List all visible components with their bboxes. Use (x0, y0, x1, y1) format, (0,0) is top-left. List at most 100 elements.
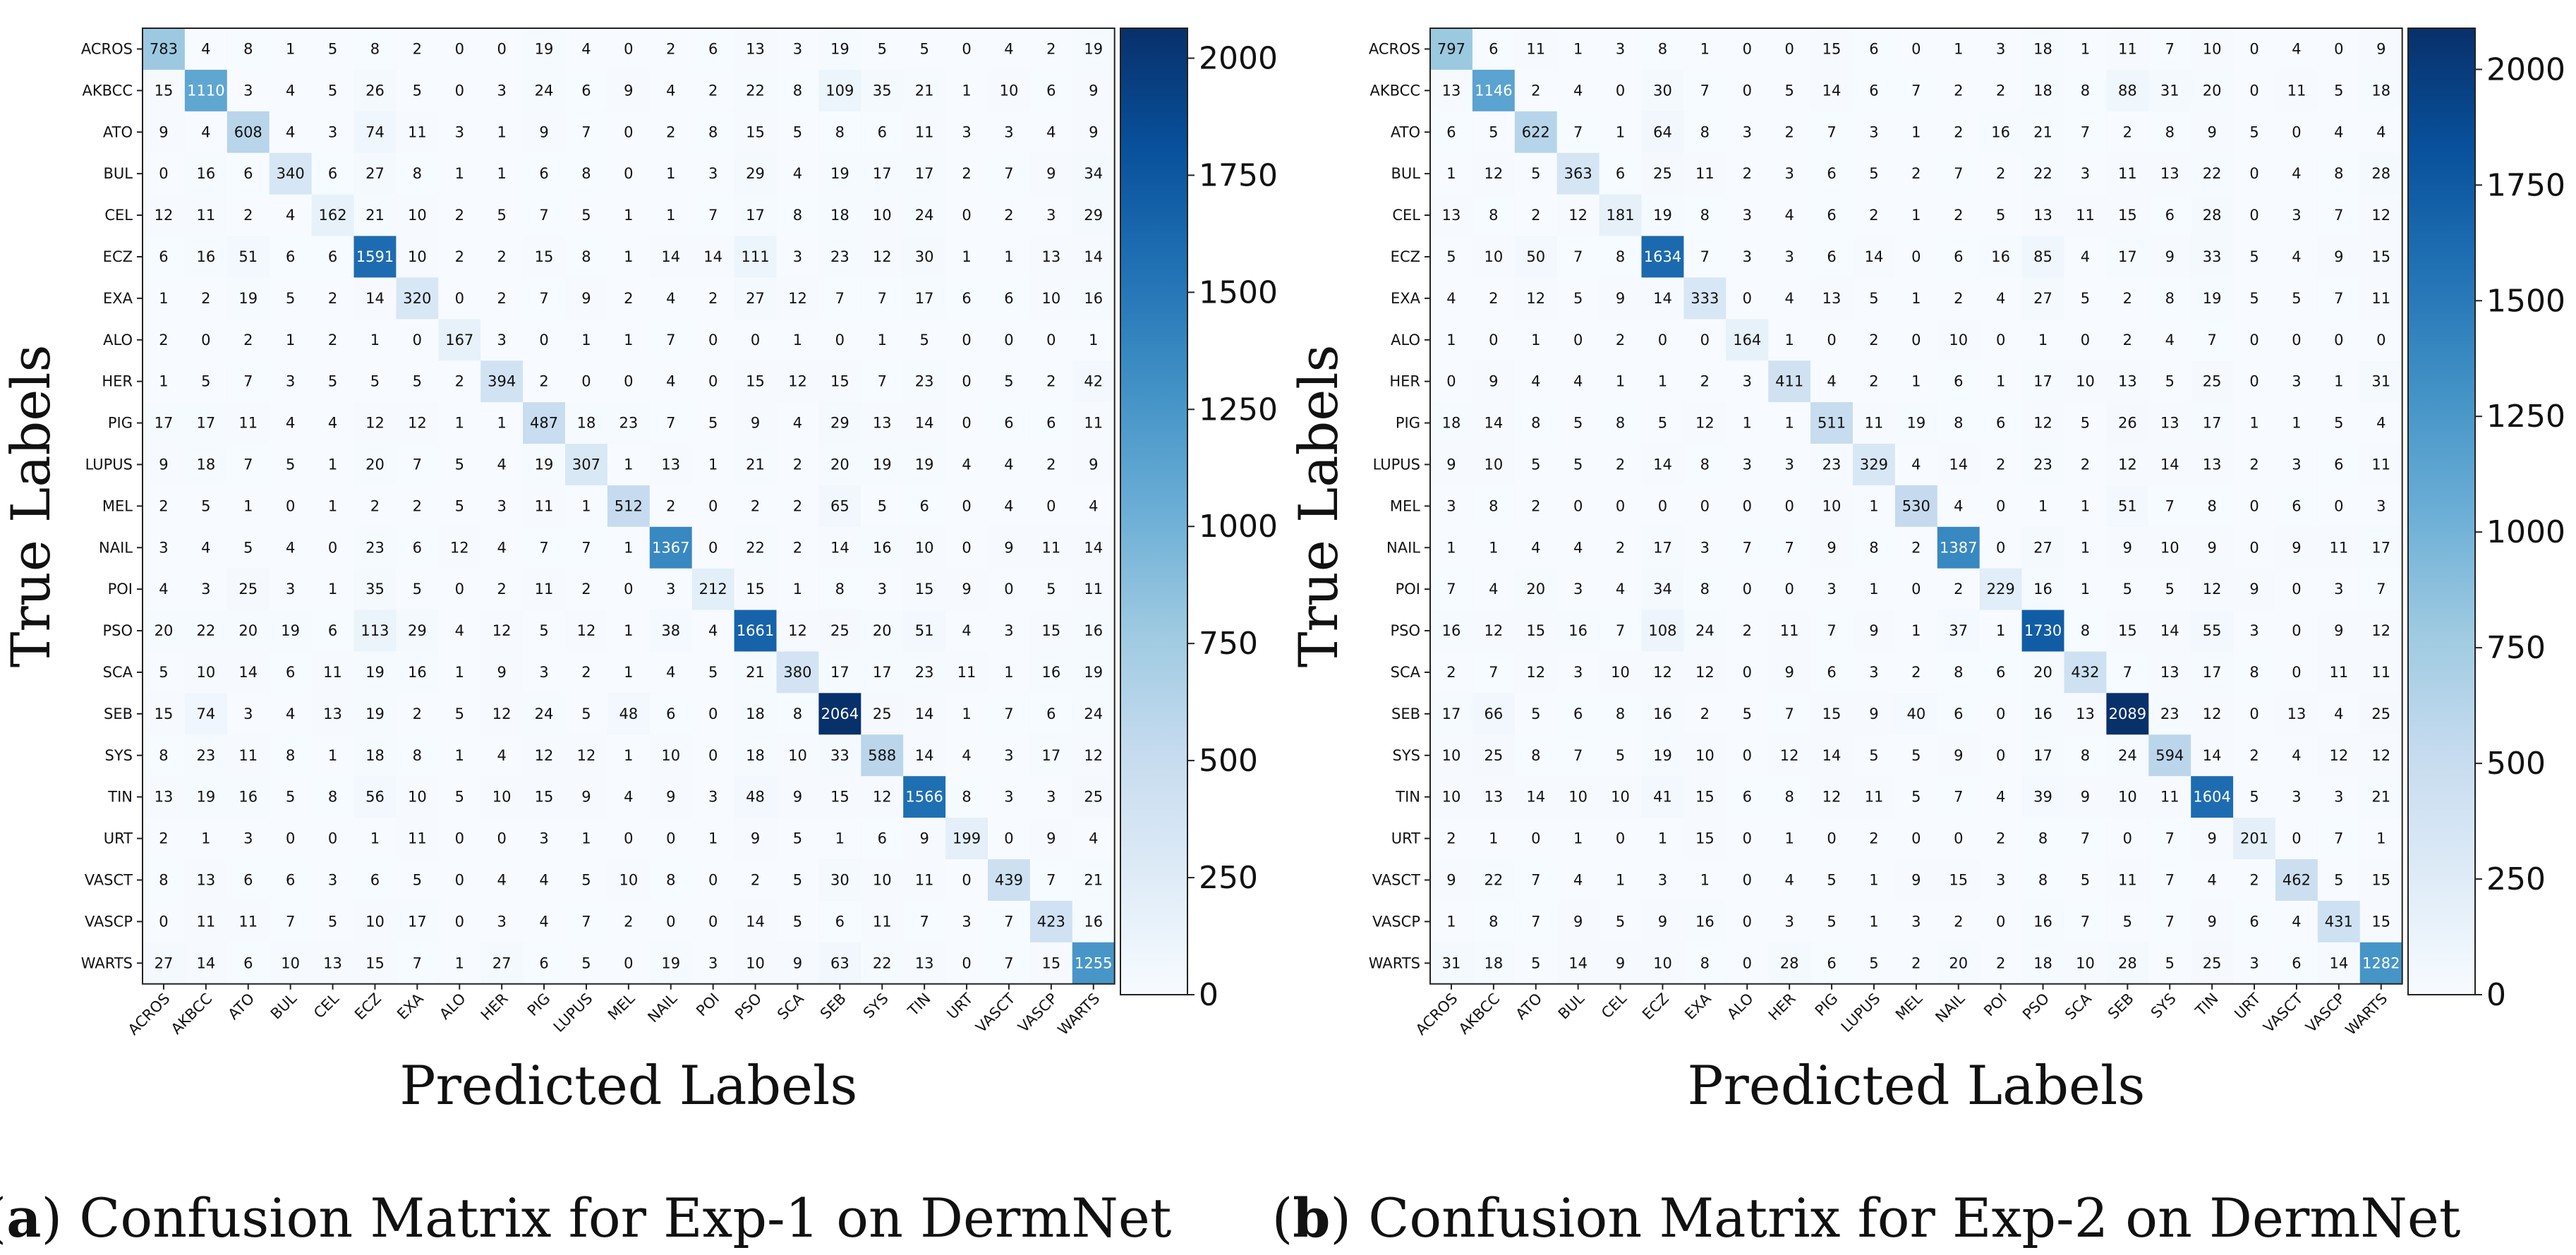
heatmap-cell (1029, 485, 1073, 528)
cell-value-label: 5 (1616, 747, 1625, 764)
heatmap-cell (1894, 236, 1938, 278)
heatmap-cell (1599, 111, 1643, 154)
heatmap-cell (565, 693, 608, 735)
cell-value-label: 25 (873, 705, 892, 722)
cell-value-label: 1 (328, 497, 337, 514)
cell-value-label: 0 (2376, 332, 2385, 348)
cell-value-label: 13 (1442, 207, 1461, 224)
cell-value-label: 8 (1700, 581, 1710, 598)
heatmap-cell (1599, 194, 1643, 237)
heatmap-cell (438, 152, 481, 195)
heatmap-cell (2106, 526, 2149, 569)
heatmap-cell (776, 610, 819, 653)
cell-value-label: 27 (365, 165, 385, 182)
heatmap-cell (1599, 319, 1643, 361)
cell-value-label: 3 (2292, 456, 2301, 473)
cell-value-label: 7 (1573, 248, 1583, 265)
cell-value-label: 4 (1784, 290, 1794, 307)
cell-value-label: 8 (962, 789, 971, 806)
heatmap-cell (1599, 900, 1643, 943)
cell-value-label: 329 (1860, 456, 1888, 473)
cell-value-label: 6 (1573, 705, 1583, 722)
cell-value-label: 0 (159, 913, 168, 930)
cell-value-label: 10 (1484, 248, 1503, 265)
heatmap-cell (565, 28, 608, 71)
cell-value-label: 63 (830, 954, 849, 971)
cell-value-label: 6 (370, 871, 380, 888)
cell-value-label: 12 (365, 415, 385, 432)
heatmap-cell (143, 69, 186, 112)
cell-value-label: 2 (413, 497, 422, 514)
heatmap-cell (734, 776, 778, 818)
x-tick-label: NAIL (1932, 990, 1968, 1026)
cell-value-label: 0 (1996, 539, 2005, 556)
cell-value-label: 9 (1004, 539, 1013, 556)
cell-value-label: 6 (878, 830, 887, 847)
cell-value-label: 6 (328, 165, 337, 182)
y-tick-label: PSO (102, 622, 133, 639)
cell-value-label: 7 (2207, 332, 2216, 348)
heatmap-cell (143, 526, 186, 569)
cell-value-label: 18 (2033, 954, 2052, 971)
cell-value-label: 7 (1573, 123, 1583, 140)
heatmap-cell (1072, 485, 1115, 528)
cell-value-label: 0 (1996, 747, 2005, 764)
heatmap-cell (2021, 360, 2065, 403)
cell-value-label: 5 (2249, 290, 2258, 307)
heatmap-cell (226, 859, 270, 902)
cell-value-label: 4 (286, 539, 295, 556)
heatmap-cell (2148, 734, 2191, 777)
cell-value-label: 15 (915, 581, 934, 598)
cell-value-label: 1 (1911, 622, 1921, 639)
heatmap-cell (861, 319, 904, 361)
cell-value-label: 4 (1996, 789, 2005, 806)
heatmap-cell (818, 28, 861, 71)
heatmap-cell (353, 693, 397, 735)
cell-value-label: 0 (2249, 539, 2258, 556)
heatmap-cell (734, 69, 778, 112)
heatmap-cell (184, 236, 228, 278)
cell-value-label: 4 (1089, 497, 1098, 514)
cell-value-label: 16 (2033, 705, 2052, 722)
caption-a-text: Confusion Matrix for Exp-1 on DermNet (79, 1187, 1171, 1249)
heatmap-cell (2359, 69, 2403, 112)
heatmap-cell (734, 111, 778, 154)
cell-value-label: 7 (1954, 789, 1963, 806)
cell-value-label: 0 (2249, 207, 2258, 224)
heatmap-cell (776, 402, 819, 444)
cell-value-label: 0 (286, 830, 295, 847)
heatmap-cell (2021, 402, 2065, 444)
heatmap-cell (1683, 69, 1727, 112)
cell-value-label: 2 (1046, 373, 1056, 390)
cell-value-label: 14 (1484, 415, 1503, 432)
cell-value-label: 622 (1522, 123, 1550, 140)
cell-value-label: 5 (878, 497, 887, 514)
cell-value-label: 8 (1616, 415, 1625, 432)
cell-value-label: 1 (1869, 497, 1878, 514)
heatmap-cell (2359, 28, 2403, 71)
cell-value-label: 4 (2165, 332, 2175, 348)
heatmap-cell (1556, 69, 1600, 112)
cell-value-label: 13 (661, 456, 680, 473)
heatmap-cell (1029, 734, 1073, 777)
heatmap-cell (184, 485, 228, 528)
heatmap-cell (1979, 277, 2023, 320)
heatmap-cell (1683, 900, 1727, 943)
heatmap-cell (818, 900, 861, 943)
heatmap-cell (2106, 485, 2149, 528)
cell-value-label: 8 (1616, 248, 1625, 265)
heatmap-cell (2317, 610, 2361, 653)
heatmap-cell (226, 693, 270, 735)
heatmap-cell (2233, 360, 2276, 403)
heatmap-cell (2191, 319, 2234, 361)
heatmap-cell (691, 277, 735, 320)
cell-value-label: 2 (1869, 207, 1878, 224)
heatmap-cell (438, 859, 481, 902)
heatmap-cell (1810, 776, 1854, 818)
heatmap-cell (438, 444, 481, 486)
cell-value-label: 0 (1743, 913, 1752, 930)
heatmap-cell (903, 942, 946, 985)
heatmap-cell (945, 900, 988, 943)
heatmap-cell (523, 526, 566, 569)
x-tick-label: SYS (860, 990, 892, 1021)
